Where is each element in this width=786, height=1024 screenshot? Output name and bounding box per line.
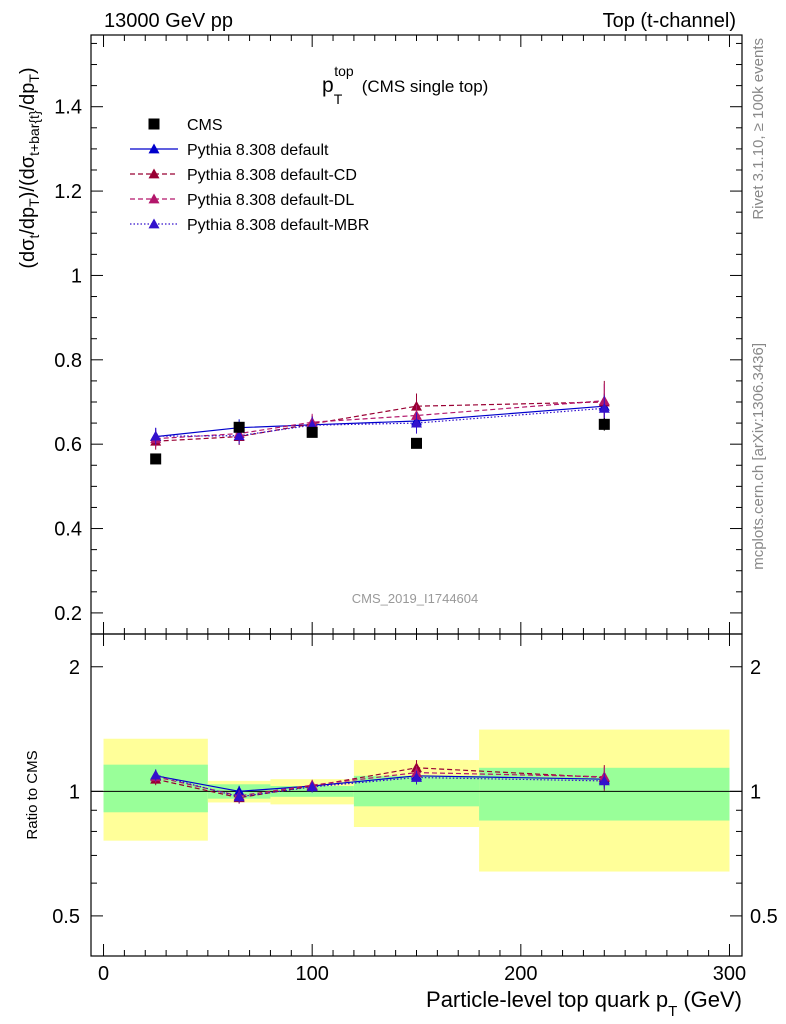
ratio-line-3 xyxy=(155,774,605,798)
ratio-y-tick-label: 1 xyxy=(69,781,80,803)
series-point xyxy=(150,430,162,441)
y-tick-label: 0.2 xyxy=(54,603,82,625)
ratio-y-tick-label-right: 1 xyxy=(750,781,761,803)
ratio-point xyxy=(150,769,162,780)
xlabel-suffix: (GeV) xyxy=(683,987,742,1012)
legend-label-data: CMS xyxy=(187,117,223,134)
legend-label: Pythia 8.308 default-CD xyxy=(187,167,357,184)
x-axis-label: Particle-level top quark pT (GeV) xyxy=(426,987,742,1020)
ratio-y-tick-label: 2 xyxy=(69,657,80,679)
legend-label: Pythia 8.308 default xyxy=(187,142,329,159)
ratio-point xyxy=(598,775,610,786)
y-tick-label: 0.6 xyxy=(54,434,82,456)
axes: 0 100 200 300 0.2 0.4 0.6 0.8 1 1.2 1.4 0.5 0.5 1 1 2 2 xyxy=(52,34,778,985)
header-right: Top (t-channel) xyxy=(603,10,736,32)
data-point xyxy=(150,453,162,465)
xlabel-sub: T xyxy=(668,1003,677,1020)
legend-marker xyxy=(148,168,160,179)
series-point xyxy=(598,402,610,413)
series-point xyxy=(233,430,245,441)
title-sub: T xyxy=(334,91,343,107)
x-tick-label: 200 xyxy=(504,963,537,985)
data-point xyxy=(411,437,422,449)
x-tick-label: 0 xyxy=(98,963,109,985)
series-line-0 xyxy=(155,405,605,438)
y-tick-label: 0.8 xyxy=(54,350,82,372)
ratio-point xyxy=(233,791,245,802)
ratio-y-tick-label: 0.5 xyxy=(52,906,80,928)
series-point xyxy=(411,417,422,428)
ratio-point xyxy=(306,781,318,792)
ratio-y-tick-label-right: 2 xyxy=(750,657,761,679)
chart-title: pTtop (CMS single top) xyxy=(322,63,488,107)
ratio-y-axis-label: Ratio to CMS xyxy=(24,750,41,839)
data-point xyxy=(233,421,245,433)
y-tick-label: 0.4 xyxy=(54,519,82,541)
legend-marker xyxy=(148,193,160,204)
ratio-y-tick-label-right: 0.5 xyxy=(750,906,778,928)
title-main: p xyxy=(322,74,334,97)
data-point xyxy=(598,418,610,430)
legend-label: Pythia 8.308 default-MBR xyxy=(187,217,369,234)
legend-marker xyxy=(148,218,160,229)
source-label: mcplots.cern.ch [arXiv:1306.3436] xyxy=(750,343,767,570)
legend-marker xyxy=(148,143,160,154)
legend-label: Pythia 8.308 default-DL xyxy=(187,192,354,209)
ratio-point xyxy=(411,772,422,782)
rivet-label: Rivet 3.1.10, ≥ 100k events xyxy=(750,38,767,220)
xlabel-main: Particle-level top quark p xyxy=(426,987,668,1012)
x-tick-label: 300 xyxy=(713,963,746,985)
title-suffix: (CMS single top) xyxy=(362,77,489,96)
series-line-2 xyxy=(155,400,605,440)
ratio-line-1 xyxy=(155,767,605,799)
y-axis-label: (dσt/dpT)/(dσt+bar{t}/dpT) xyxy=(17,67,42,268)
main-plot xyxy=(150,380,610,465)
y-tick-label: 1 xyxy=(71,265,82,287)
legend-marker-data xyxy=(148,118,160,130)
legend: CMS Pythia 8.308 default Pythia 8.308 defa… xyxy=(130,117,369,234)
title-sup: top xyxy=(334,63,354,79)
data-point xyxy=(306,426,318,438)
analysis-label: CMS_2019_I1744604 xyxy=(352,591,479,606)
x-tick-label: 100 xyxy=(295,963,328,985)
header-left: 13000 GeV pp xyxy=(104,10,233,32)
y-tick-label: 1.2 xyxy=(54,181,82,203)
y-tick-label: 1.4 xyxy=(54,97,82,119)
ratio-plot xyxy=(91,729,742,872)
